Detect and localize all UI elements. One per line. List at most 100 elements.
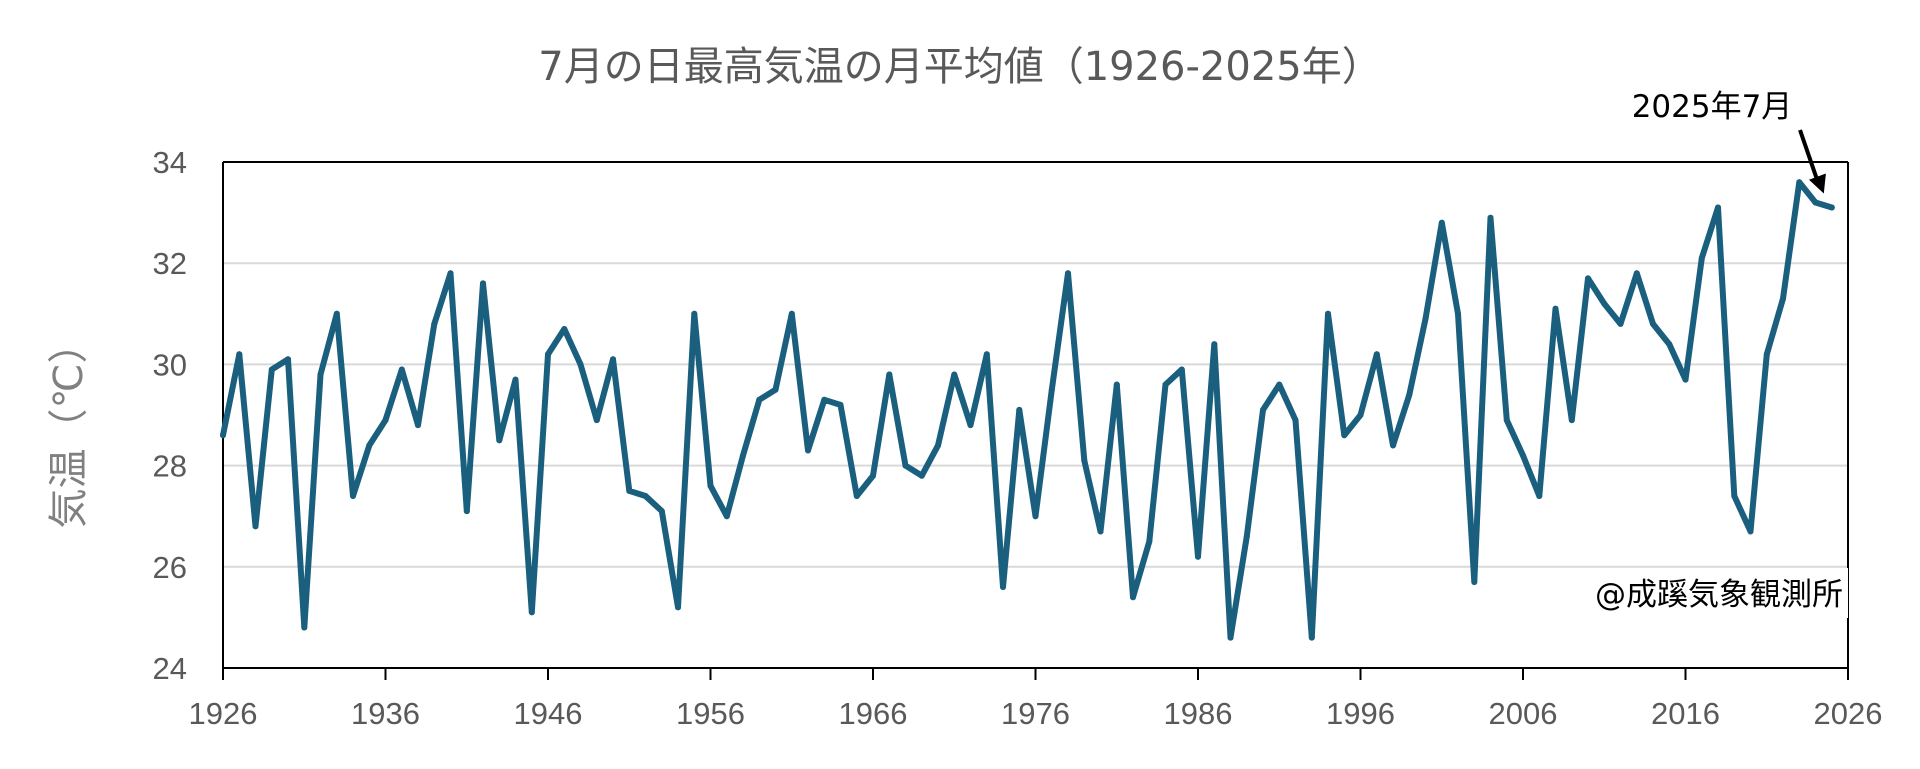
data-point-1932 [317, 371, 324, 378]
data-point-1997 [1373, 351, 1380, 358]
data-point-2022 [1780, 295, 1786, 302]
data-point-2000 [1422, 315, 1429, 322]
data-point-1978 [1065, 270, 1071, 277]
y-axis-label: 気温（℃） [46, 324, 92, 529]
data-point-1956 [707, 482, 714, 489]
data-point-1933 [333, 310, 340, 317]
source-annotation: @成蹊気象観測所 [1595, 577, 1843, 613]
y-tick-label-32: 32 [153, 246, 187, 281]
data-point-2015 [1666, 341, 1673, 348]
data-point-1960 [772, 386, 779, 393]
data-point-1973 [983, 351, 990, 358]
data-point-1942 [480, 280, 486, 287]
x-tick-label-2016: 2016 [1651, 696, 1720, 731]
data-point-1972 [967, 422, 974, 429]
data-point-1934 [350, 493, 356, 499]
chart-title: 7月の日最高気温の月平均値（1926-2025年） [538, 44, 1381, 90]
data-point-1952 [642, 493, 649, 499]
data-point-1988 [1227, 634, 1234, 641]
data-point-1993 [1308, 634, 1315, 641]
data-point-2013 [1633, 270, 1640, 277]
data-point-1975 [1016, 406, 1023, 413]
data-point-2011 [1601, 300, 1608, 307]
data-point-1969 [918, 472, 925, 479]
data-point-1927 [236, 351, 243, 358]
data-point-2025 [1828, 204, 1835, 211]
data-point-1940 [447, 270, 454, 277]
data-point-1967 [886, 371, 893, 378]
data-point-1946 [545, 351, 551, 358]
axes [222, 161, 1849, 680]
data-point-1986 [1195, 553, 1201, 560]
data-point-1962 [805, 447, 811, 454]
data-point-1996 [1357, 412, 1364, 418]
data-point-2020 [1747, 528, 1754, 535]
data-point-1982 [1130, 594, 1136, 601]
data-point-2019 [1731, 493, 1738, 499]
data-point-2010 [1585, 275, 1591, 282]
y-tick-label-26: 26 [153, 550, 187, 585]
arrow-head [1809, 173, 1826, 194]
x-tick-label-1956: 1956 [676, 696, 745, 731]
data-point-1939 [431, 320, 438, 327]
latest-annotation: 2025年7月 [1632, 89, 1793, 125]
y-tick-labels: 24 26 28 30 32 34 [153, 145, 187, 686]
data-point-1987 [1211, 341, 1218, 348]
data-point-1953 [658, 508, 665, 515]
data-point-2001 [1438, 219, 1445, 226]
data-point-1950 [610, 356, 616, 363]
gridlines [223, 262, 1848, 568]
data-point-2003 [1471, 579, 1478, 585]
data-point-1958 [740, 452, 746, 459]
data-point-1929 [268, 366, 275, 373]
series-line-0 [220, 179, 1835, 641]
data-point-1965 [853, 493, 860, 499]
y-tick-label-30: 30 [153, 347, 187, 382]
data-point-1944 [512, 376, 519, 383]
data-point-1980 [1097, 528, 1104, 535]
data-point-2016 [1682, 376, 1689, 383]
data-point-1984 [1162, 381, 1169, 388]
data-point-1948 [577, 361, 584, 368]
data-point-2018 [1715, 204, 1721, 211]
data-point-2017 [1698, 255, 1705, 262]
x-tick-label-1966: 1966 [839, 696, 908, 731]
data-point-2007 [1536, 493, 1543, 499]
data-point-1938 [415, 422, 421, 429]
data-point-1991 [1276, 381, 1283, 388]
data-point-1926 [220, 432, 226, 439]
series-group [220, 179, 1835, 641]
data-point-1931 [301, 624, 308, 631]
data-point-1971 [951, 371, 958, 378]
data-point-2021 [1763, 351, 1770, 358]
data-point-1959 [756, 396, 763, 403]
data-point-1968 [902, 462, 909, 469]
data-point-1949 [593, 417, 600, 424]
y-tick-label-28: 28 [153, 449, 187, 484]
data-point-1935 [366, 442, 373, 449]
y-tick-label-34: 34 [153, 145, 187, 180]
data-point-1966 [870, 472, 876, 479]
data-point-2012 [1617, 320, 1624, 327]
data-point-1955 [691, 310, 698, 317]
x-tick-label-1926: 1926 [189, 696, 258, 731]
x-tick-label-1986: 1986 [1164, 696, 1233, 731]
data-point-1930 [285, 356, 291, 363]
x-tick-labels: 1926 1936 1946 1956 1966 1976 1986 1996 2006 2016… [189, 696, 1883, 731]
data-point-1981 [1113, 381, 1120, 388]
x-tick-label-2026: 2026 [1814, 696, 1883, 731]
data-point-1990 [1260, 406, 1266, 413]
y-tick-label-24: 24 [153, 651, 187, 686]
data-point-1937 [398, 366, 405, 373]
arrow-shaft [1798, 129, 1821, 186]
annotation-arrow [1798, 129, 1826, 194]
data-point-2005 [1503, 417, 1510, 424]
data-point-1998 [1390, 442, 1396, 449]
data-point-2024 [1812, 199, 1819, 206]
annotation-background [1488, 568, 1848, 618]
x-tick-label-1976: 1976 [1001, 696, 1070, 731]
data-point-2008 [1552, 305, 1559, 312]
data-point-1999 [1406, 391, 1413, 398]
data-point-2004 [1487, 214, 1494, 221]
data-point-1957 [723, 513, 730, 520]
